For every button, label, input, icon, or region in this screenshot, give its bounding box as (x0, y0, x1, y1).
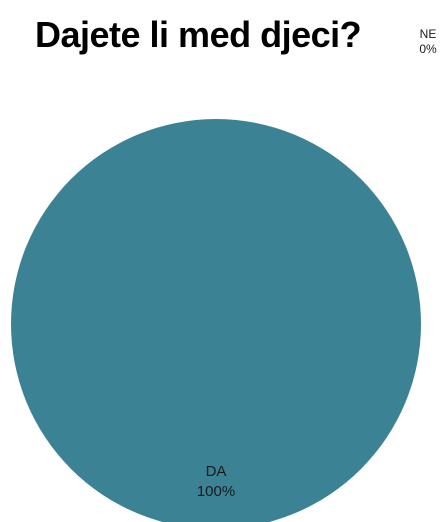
chart-title: Dajete li med djeci? (35, 14, 362, 55)
pie-slice-da (11, 119, 421, 522)
slice-label-da-category: DA (205, 463, 227, 480)
slice-label-da: DA 100% (186, 462, 246, 501)
slice-label-ne: NE 0% (413, 27, 442, 57)
slice-label-ne-category: NE (419, 27, 437, 41)
slice-label-ne-percent: 0% (419, 42, 437, 56)
slice-label-da-percent: 100% (196, 482, 236, 500)
